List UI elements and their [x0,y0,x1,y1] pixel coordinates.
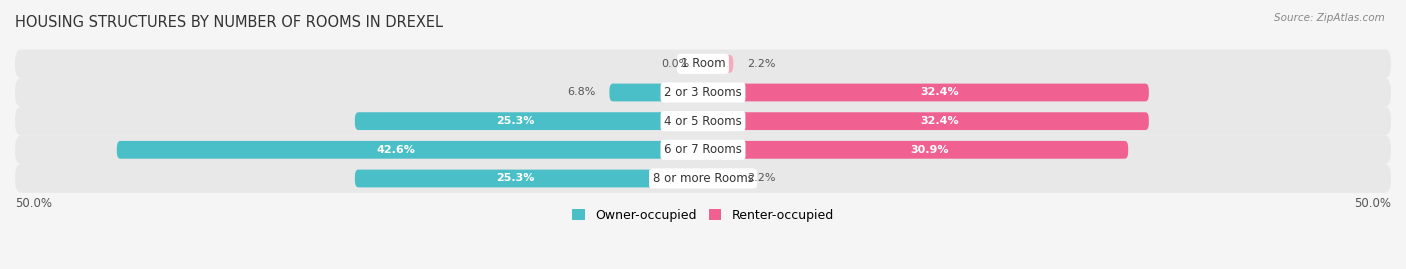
Text: 2 or 3 Rooms: 2 or 3 Rooms [664,86,742,99]
FancyBboxPatch shape [703,84,1149,101]
FancyBboxPatch shape [703,55,734,73]
FancyBboxPatch shape [703,141,1128,159]
Text: 8 or more Rooms: 8 or more Rooms [652,172,754,185]
Text: HOUSING STRUCTURES BY NUMBER OF ROOMS IN DREXEL: HOUSING STRUCTURES BY NUMBER OF ROOMS IN… [15,15,443,30]
FancyBboxPatch shape [117,141,703,159]
Text: 25.3%: 25.3% [496,116,534,126]
FancyBboxPatch shape [15,78,1391,107]
FancyBboxPatch shape [15,107,1391,136]
Text: 1 Room: 1 Room [681,57,725,70]
Text: Source: ZipAtlas.com: Source: ZipAtlas.com [1274,13,1385,23]
Text: 6 or 7 Rooms: 6 or 7 Rooms [664,143,742,156]
Text: 32.4%: 32.4% [921,87,959,97]
FancyBboxPatch shape [703,112,1149,130]
Text: 6.8%: 6.8% [567,87,596,97]
FancyBboxPatch shape [703,169,734,187]
Text: 2.2%: 2.2% [747,59,776,69]
Text: 32.4%: 32.4% [921,116,959,126]
FancyBboxPatch shape [354,169,703,187]
FancyBboxPatch shape [15,136,1391,164]
Text: 0.0%: 0.0% [661,59,689,69]
Text: 2.2%: 2.2% [747,174,776,183]
Text: 50.0%: 50.0% [15,197,52,210]
Text: 25.3%: 25.3% [496,174,534,183]
Text: 42.6%: 42.6% [377,145,416,155]
FancyBboxPatch shape [15,49,1391,78]
FancyBboxPatch shape [354,112,703,130]
FancyBboxPatch shape [15,164,1391,193]
Text: 30.9%: 30.9% [910,145,949,155]
Legend: Owner-occupied, Renter-occupied: Owner-occupied, Renter-occupied [568,204,838,227]
Text: 50.0%: 50.0% [1354,197,1391,210]
Text: 4 or 5 Rooms: 4 or 5 Rooms [664,115,742,128]
FancyBboxPatch shape [609,84,703,101]
